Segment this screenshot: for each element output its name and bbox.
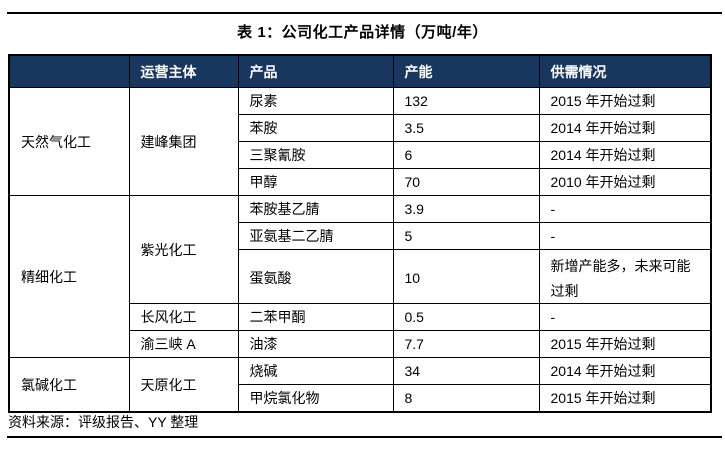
operator-cell: 长风化工	[128, 303, 239, 331]
product-cell: 亚氨基二乙腈	[237, 222, 394, 250]
table-row: 蛋氨酸 10 新增产能多，未来可能过剩	[9, 249, 712, 304]
product-cell: 蛋氨酸	[237, 249, 394, 304]
product-cell: 苯胺基乙腈	[237, 195, 394, 223]
source-note: 资料来源：评级报告、YY 整理	[8, 414, 199, 430]
table-body: 天然气化工 建峰集团 尿素 132 2015 年开始过剩 苯胺 3.5 2014…	[8, 87, 712, 413]
operator-cell: 建峰集团	[128, 87, 239, 196]
supply-cell: 2015 年开始过剩	[538, 87, 712, 115]
supply-cell: 2014 年开始过剩	[538, 141, 712, 169]
product-cell: 尿素	[237, 87, 394, 115]
product-cell: 油漆	[237, 330, 394, 358]
operator-cell: 天原化工	[128, 357, 239, 413]
table-row: 苯胺 3.5 2014 年开始过剩	[9, 114, 712, 142]
table-row: 渝三峡 A 油漆 7.7 2015 年开始过剩	[9, 330, 712, 358]
capacity-cell: 3.9	[392, 195, 540, 223]
table-row: 三聚氰胺 6 2014 年开始过剩	[9, 141, 712, 169]
supply-cell: 2014 年开始过剩	[538, 114, 712, 142]
supply-cell: -	[538, 222, 712, 250]
table-row: 氯碱化工 天原化工 烧碱 34 2014 年开始过剩	[8, 357, 712, 413]
bottom-rule-line	[7, 436, 722, 438]
capacity-cell: 10	[392, 249, 540, 304]
capacity-cell: 0.5	[392, 303, 540, 331]
capacity-cell: 5	[392, 222, 540, 250]
product-cell: 三聚氰胺	[237, 141, 394, 169]
top-rule-line	[7, 12, 722, 14]
table-header: 运营主体 产品 产能 供需情况	[8, 54, 712, 88]
category-cell: 精细化工	[8, 195, 130, 358]
supply-cell: 2015 年开始过剩	[538, 384, 712, 413]
capacity-cell: 7.7	[392, 330, 540, 358]
product-cell: 甲烷氯化物	[237, 384, 394, 413]
capacity-cell: 70	[392, 168, 540, 196]
capacity-cell: 8	[392, 384, 540, 413]
table-title: 表 1：公司化工产品详情（万吨/年）	[237, 24, 488, 41]
supply-cell: -	[538, 303, 712, 331]
supply-cell: 新增产能多，未来可能过剩	[538, 249, 712, 304]
column-header-product: 产品	[237, 54, 394, 88]
table-row: 甲烷氯化物 8 2015 年开始过剩	[9, 384, 712, 413]
product-cell: 二苯甲酮	[237, 303, 394, 331]
header-row: 运营主体 产品 产能 供需情况	[8, 54, 712, 88]
product-cell: 甲醇	[237, 168, 394, 196]
column-header-capacity: 产能	[392, 54, 540, 88]
product-cell: 烧碱	[237, 357, 394, 385]
table-row: 长风化工 二苯甲酮 0.5 -	[9, 303, 712, 331]
category-cell: 天然气化工	[8, 87, 130, 196]
capacity-cell: 6	[392, 141, 540, 169]
category-cell: 氯碱化工	[8, 357, 130, 413]
table-row: 天然气化工 建峰集团 尿素 132 2015 年开始过剩	[8, 87, 712, 196]
supply-cell: 2014 年开始过剩	[538, 357, 712, 385]
supply-cell: 2010 年开始过剩	[538, 168, 712, 196]
column-header-category	[8, 54, 130, 88]
capacity-cell: 3.5	[392, 114, 540, 142]
column-header-supply: 供需情况	[538, 54, 712, 88]
capacity-cell: 34	[392, 357, 540, 385]
supply-cell: -	[538, 195, 712, 223]
capacity-cell: 132	[392, 87, 540, 115]
products-table: 运营主体 产品 产能 供需情况 天然气化工 建峰集团 尿素 132 2015 年…	[8, 54, 712, 413]
operator-cell: 紫光化工	[128, 195, 239, 304]
column-header-operator: 运营主体	[128, 54, 239, 88]
operator-cell: 渝三峡 A	[128, 330, 239, 358]
product-cell: 苯胺	[237, 114, 394, 142]
table-row: 精细化工 紫光化工 苯胺基乙腈 3.9 -	[8, 195, 712, 358]
supply-cell: 2015 年开始过剩	[538, 330, 712, 358]
